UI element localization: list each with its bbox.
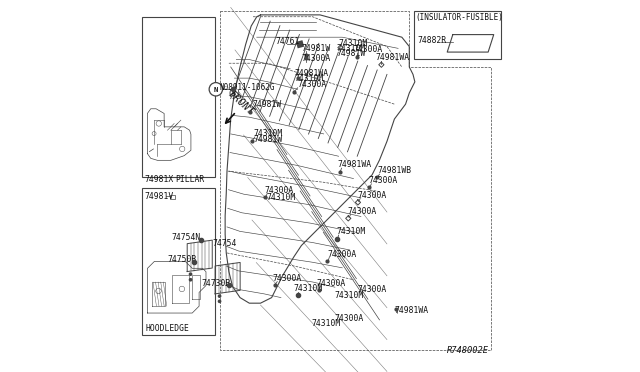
Text: 74981W: 74981W — [254, 135, 283, 144]
Text: 74310M: 74310M — [312, 318, 341, 327]
Text: 74300A: 74300A — [348, 207, 377, 216]
Text: 74981W: 74981W — [301, 44, 331, 53]
Text: 74300A: 74300A — [357, 285, 387, 294]
Text: R748002E: R748002E — [447, 346, 489, 355]
Text: 74981V: 74981V — [144, 192, 173, 201]
Text: 74981WA: 74981WA — [294, 69, 329, 78]
Text: 74300A: 74300A — [335, 314, 364, 323]
Circle shape — [189, 278, 193, 282]
Text: 74310M: 74310M — [339, 39, 368, 48]
Circle shape — [218, 299, 221, 303]
Text: (3): (3) — [227, 89, 241, 97]
Text: FRONT: FRONT — [227, 89, 256, 116]
Text: 74750B: 74750B — [168, 255, 196, 264]
Text: 74310M: 74310M — [294, 74, 324, 83]
Text: 74981W: 74981W — [252, 100, 282, 109]
Text: 74981WA: 74981WA — [338, 160, 372, 169]
Bar — [296, 40, 304, 48]
Text: 74300A: 74300A — [357, 191, 387, 200]
Text: 74754N: 74754N — [172, 233, 200, 242]
Text: 74310M: 74310M — [293, 284, 323, 293]
Text: 74300A: 74300A — [264, 186, 294, 195]
Text: 74300A: 74300A — [369, 176, 397, 185]
Text: 74981W: 74981W — [336, 49, 365, 58]
Text: 74310M: 74310M — [335, 291, 364, 299]
Text: 74981WA: 74981WA — [394, 306, 429, 315]
Text: 74981WA: 74981WA — [376, 53, 410, 62]
Text: 74981WB: 74981WB — [378, 166, 412, 175]
Text: 74310M: 74310M — [266, 193, 295, 202]
Text: 74310M: 74310M — [254, 129, 283, 138]
Text: N08911-1062G: N08911-1062G — [220, 83, 275, 92]
Bar — [170, 195, 175, 199]
Text: 74981X: 74981X — [144, 175, 173, 184]
Text: 74730B: 74730B — [201, 279, 230, 288]
Text: 74310M: 74310M — [336, 44, 365, 53]
Bar — [142, 188, 215, 335]
Text: 74761: 74761 — [275, 37, 300, 46]
Text: 74300A: 74300A — [273, 274, 301, 283]
Text: PILLAR: PILLAR — [175, 175, 205, 184]
Text: N: N — [214, 87, 218, 93]
Text: 74754: 74754 — [213, 239, 237, 248]
Text: 74882R: 74882R — [417, 36, 447, 45]
Bar — [142, 17, 215, 177]
Text: HOODLEDGE: HOODLEDGE — [146, 324, 190, 333]
Text: (INSULATOR-FUSIBLE): (INSULATOR-FUSIBLE) — [415, 13, 504, 22]
Circle shape — [209, 83, 223, 96]
Text: 74300A: 74300A — [316, 279, 346, 288]
Circle shape — [218, 294, 221, 298]
Text: 74300A: 74300A — [328, 250, 356, 259]
Text: 74300A: 74300A — [297, 80, 326, 89]
Bar — [413, 11, 501, 59]
Circle shape — [189, 272, 193, 276]
Text: 74300A: 74300A — [353, 45, 383, 54]
Text: 74310M: 74310M — [337, 227, 366, 236]
Text: 74300A: 74300A — [301, 54, 331, 63]
